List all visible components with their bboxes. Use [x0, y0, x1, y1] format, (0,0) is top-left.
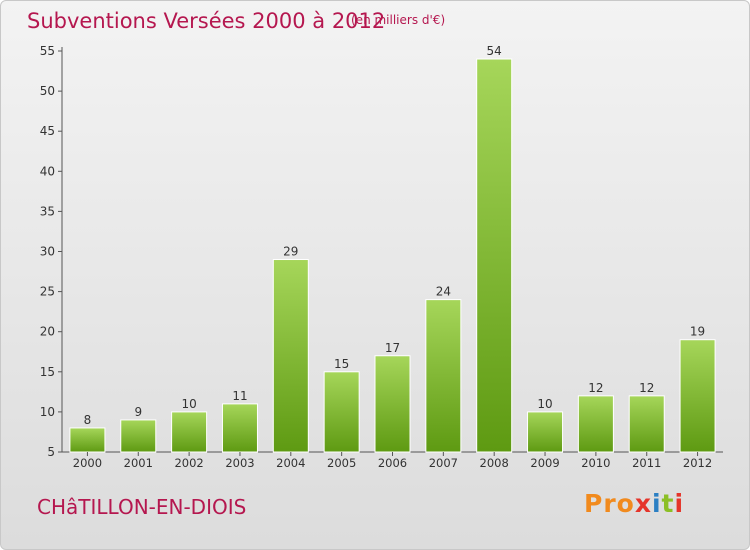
bar-value-label: 29: [283, 245, 298, 259]
x-tick-label: 2003: [225, 456, 254, 470]
x-tick-label: 2008: [480, 456, 509, 470]
x-tick-label: 2012: [683, 456, 712, 470]
bar: [577, 395, 614, 453]
y-tick-label: 55: [40, 44, 55, 58]
chart-unit: (en milliers d'€): [351, 13, 446, 27]
bar: [425, 299, 462, 453]
x-tick-label: 2009: [530, 456, 559, 470]
bar-value-label: 10: [537, 397, 552, 411]
bar-value-label: 10: [181, 397, 196, 411]
bar: [679, 339, 716, 453]
bar: [323, 371, 360, 453]
x-tick-label: 2004: [276, 456, 305, 470]
bar-value-label: 8: [84, 413, 92, 427]
y-tick-label: 50: [40, 84, 55, 98]
x-tick-label: 2006: [378, 456, 407, 470]
proxiti-logo: Proxiti: [584, 489, 685, 518]
bar-value-label: 12: [639, 381, 654, 395]
chart-title: Subventions Versées 2000 à 2012: [27, 9, 386, 33]
y-tick-label: 25: [40, 285, 55, 299]
bar: [527, 411, 564, 453]
bar-value-label: 15: [334, 357, 349, 371]
x-tick-label: 2002: [174, 456, 203, 470]
y-tick-label: 40: [40, 164, 55, 178]
x-tick-label: 2010: [581, 456, 610, 470]
bar-value-label: 9: [134, 405, 142, 419]
bar: [476, 58, 513, 453]
bar-value-label: 11: [232, 389, 247, 403]
y-tick-label: 5: [47, 445, 55, 459]
bar: [120, 419, 157, 453]
bar-value-label: 17: [385, 341, 400, 355]
y-tick-label: 20: [40, 325, 55, 339]
y-tick-label: 15: [40, 365, 55, 379]
bar: [171, 411, 208, 453]
bar-value-label: 12: [588, 381, 603, 395]
bar: [628, 395, 665, 453]
y-tick-label: 45: [40, 124, 55, 138]
x-tick-label: 2001: [124, 456, 153, 470]
bar-value-label: 24: [436, 285, 451, 299]
y-tick-label: 30: [40, 245, 55, 259]
x-tick-label: 2005: [327, 456, 356, 470]
bar: [272, 259, 309, 453]
x-tick-label: 2011: [632, 456, 661, 470]
town-name: CHâTILLON-EN-DIOIS: [37, 495, 247, 519]
bar: [221, 403, 258, 453]
bar: [69, 427, 106, 453]
bar: [374, 355, 411, 453]
y-tick-label: 10: [40, 405, 55, 419]
bar-value-label: 54: [487, 44, 502, 58]
y-tick-label: 35: [40, 204, 55, 218]
x-tick-label: 2007: [429, 456, 458, 470]
bar-value-label: 19: [690, 325, 705, 339]
x-tick-label: 2000: [73, 456, 102, 470]
